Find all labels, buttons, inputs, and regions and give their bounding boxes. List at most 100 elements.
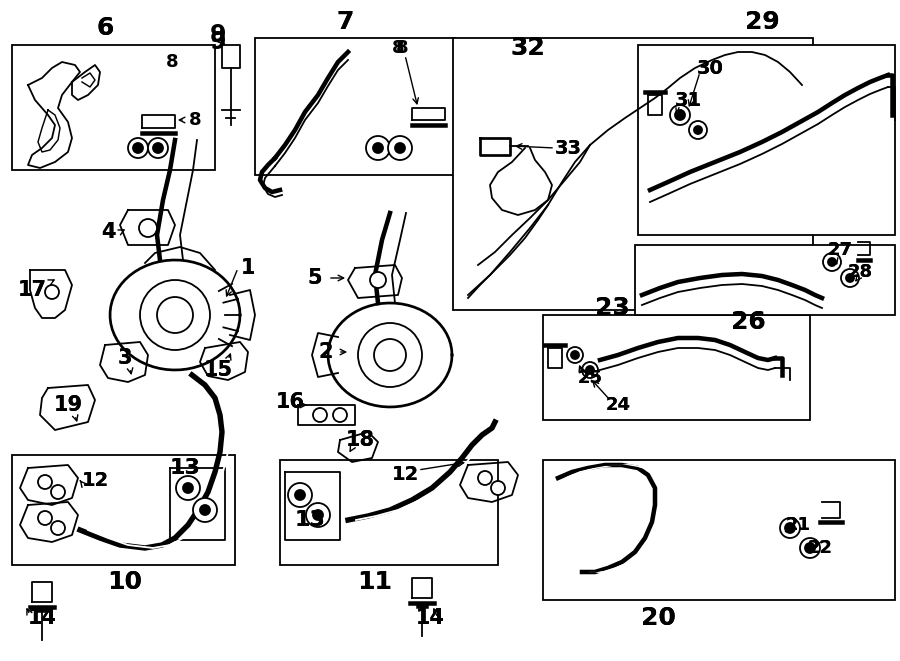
Text: 14: 14 — [416, 608, 445, 628]
Text: 4: 4 — [101, 222, 115, 242]
Circle shape — [128, 138, 148, 158]
Circle shape — [148, 138, 168, 158]
Circle shape — [689, 121, 707, 139]
Text: 13: 13 — [169, 458, 201, 478]
Text: 7: 7 — [337, 10, 354, 34]
Text: 15: 15 — [203, 360, 232, 380]
Text: 3: 3 — [118, 348, 132, 368]
Text: 18: 18 — [346, 430, 374, 450]
Bar — [543, 460, 895, 600]
Text: 18: 18 — [346, 430, 374, 450]
Circle shape — [785, 523, 795, 533]
Circle shape — [139, 219, 157, 237]
Text: 16: 16 — [275, 392, 304, 412]
Text: 10: 10 — [107, 570, 142, 594]
Circle shape — [306, 503, 330, 527]
Text: 1: 1 — [241, 258, 256, 278]
Circle shape — [133, 143, 143, 153]
Circle shape — [140, 280, 210, 350]
Circle shape — [45, 285, 59, 299]
Circle shape — [491, 481, 505, 495]
Circle shape — [374, 339, 406, 371]
Circle shape — [675, 110, 685, 120]
Text: 2: 2 — [319, 342, 333, 362]
Text: 8: 8 — [189, 111, 202, 129]
Text: 26: 26 — [731, 310, 765, 334]
Text: 13: 13 — [169, 458, 201, 478]
Circle shape — [193, 498, 217, 522]
Circle shape — [567, 347, 583, 363]
Circle shape — [800, 538, 820, 558]
Text: 28: 28 — [848, 263, 873, 281]
Text: 7: 7 — [337, 10, 354, 34]
Text: 28: 28 — [848, 263, 873, 281]
Text: 31: 31 — [674, 91, 702, 110]
Text: 9: 9 — [210, 23, 226, 47]
Circle shape — [51, 485, 65, 499]
Text: 24: 24 — [606, 396, 631, 414]
Text: 30: 30 — [697, 59, 724, 77]
Text: 20: 20 — [641, 606, 675, 630]
Text: 11: 11 — [357, 570, 392, 594]
Circle shape — [38, 475, 52, 489]
Circle shape — [780, 518, 800, 538]
Text: 22: 22 — [807, 539, 833, 557]
Circle shape — [846, 274, 854, 282]
Text: 17: 17 — [17, 280, 47, 300]
Bar — [453, 38, 813, 310]
Circle shape — [200, 505, 210, 515]
Circle shape — [841, 269, 859, 287]
Circle shape — [153, 143, 163, 153]
Bar — [635, 245, 895, 315]
Text: 27: 27 — [827, 241, 852, 259]
Text: 15: 15 — [203, 360, 232, 380]
Text: 12: 12 — [81, 471, 109, 490]
Circle shape — [586, 366, 594, 374]
Text: 32: 32 — [510, 36, 545, 60]
Circle shape — [388, 136, 412, 160]
Text: 9: 9 — [210, 30, 226, 54]
Text: 24: 24 — [606, 396, 631, 414]
Circle shape — [295, 490, 305, 500]
Circle shape — [370, 272, 386, 288]
Text: 33: 33 — [554, 139, 581, 157]
Bar — [280, 460, 498, 565]
Circle shape — [823, 253, 841, 271]
Text: 6: 6 — [96, 16, 113, 40]
Bar — [638, 45, 895, 235]
Circle shape — [333, 408, 347, 422]
Circle shape — [358, 323, 422, 387]
Circle shape — [51, 521, 65, 535]
Text: 8: 8 — [392, 39, 404, 57]
Text: 4: 4 — [101, 222, 115, 242]
Bar — [255, 38, 455, 175]
Text: 14: 14 — [28, 608, 57, 628]
Text: 5: 5 — [308, 268, 322, 288]
Text: 14: 14 — [28, 608, 57, 628]
Text: 19: 19 — [53, 395, 83, 415]
Bar — [543, 315, 810, 420]
Circle shape — [313, 510, 323, 520]
Text: 22: 22 — [807, 539, 833, 557]
Circle shape — [395, 143, 405, 153]
Circle shape — [571, 351, 579, 359]
Bar — [12, 455, 235, 565]
Circle shape — [670, 105, 690, 125]
Text: 26: 26 — [731, 310, 765, 334]
Text: 27: 27 — [827, 241, 852, 259]
Text: 10: 10 — [107, 570, 142, 594]
Circle shape — [38, 511, 52, 525]
Text: 29: 29 — [744, 10, 779, 34]
Text: 33: 33 — [554, 139, 581, 157]
Text: 6: 6 — [96, 16, 113, 40]
Text: 12: 12 — [392, 465, 418, 483]
Text: 8: 8 — [166, 53, 178, 71]
Circle shape — [313, 408, 327, 422]
Circle shape — [373, 143, 383, 153]
Text: 14: 14 — [416, 608, 445, 628]
Text: 25: 25 — [578, 369, 602, 387]
Text: 1: 1 — [241, 258, 256, 278]
Text: 13: 13 — [294, 510, 326, 530]
Circle shape — [828, 258, 836, 266]
Text: 2: 2 — [319, 342, 333, 362]
